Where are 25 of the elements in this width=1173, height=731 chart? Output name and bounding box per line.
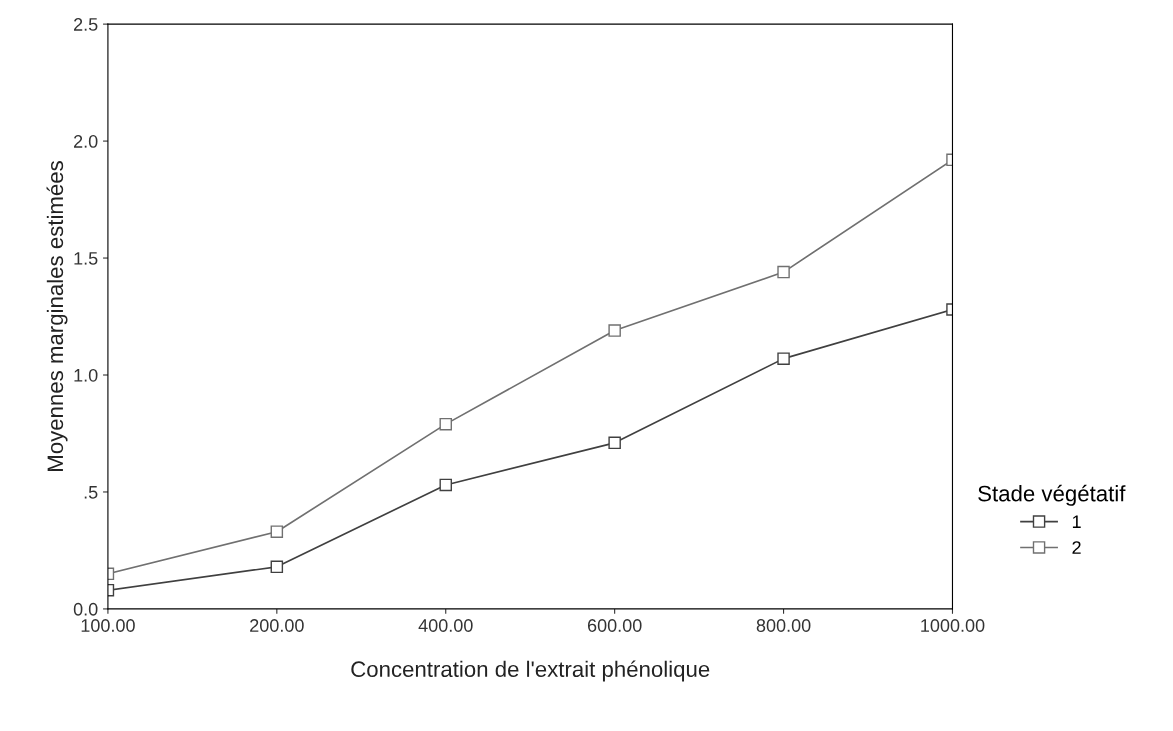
point (608, 436, 621, 450)
x-tick-label: 100.00 (81, 619, 135, 632)
x-tick-label: 600.00 (587, 619, 642, 632)
x-tick-label: 800.00 (756, 619, 811, 632)
y-tick-label: 2.5 (74, 18, 98, 31)
y-tick-label: 1.0 (74, 368, 98, 382)
y-tick-label: 0.0 (73, 602, 98, 616)
y-tick-label: .5 (84, 486, 98, 499)
point (270, 560, 284, 574)
legend-title: Stade végétatif (978, 484, 1126, 506)
y-tick-label: 1.5 (74, 252, 98, 265)
point (777, 265, 790, 279)
legend-label: 2 (1072, 541, 1081, 554)
x-axis-title: Concentration de l'extrait phénolique (351, 660, 710, 682)
point (608, 324, 621, 337)
point (270, 525, 284, 538)
y-axis-title: Moyennes marginales estimées (46, 161, 68, 471)
legend-label: 1 (1072, 515, 1081, 528)
y-tick-label: 2.0 (74, 135, 98, 148)
x-tick-label: 400.00 (418, 619, 473, 632)
point (439, 478, 452, 492)
x-tick-label: 200.00 (250, 619, 304, 632)
point (777, 352, 790, 365)
point (439, 417, 452, 431)
x-tick-label: 1000.00 (921, 619, 985, 632)
